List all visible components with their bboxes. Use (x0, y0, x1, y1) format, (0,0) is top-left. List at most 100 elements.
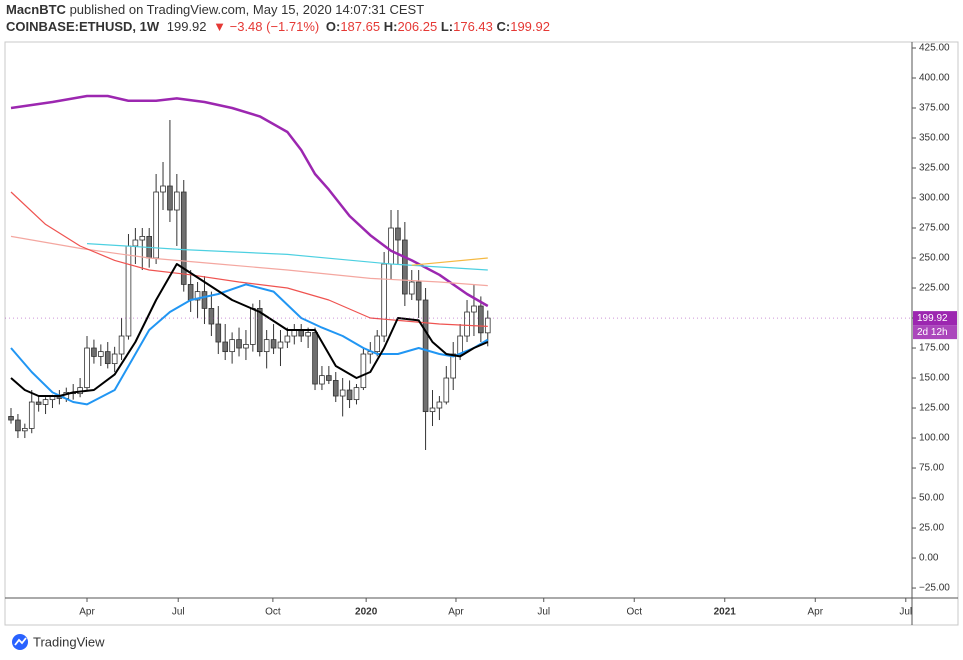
y-tick-label: 300.00 (919, 193, 950, 204)
candle-body (104, 351, 111, 365)
candle-body (250, 308, 256, 345)
candle-body (484, 317, 491, 334)
candle-body (436, 401, 443, 409)
x-tick-label: Oct (265, 607, 281, 618)
candle-body (229, 339, 235, 353)
candle-body (402, 239, 408, 295)
candle-body (201, 291, 208, 309)
x-tick-label: 2021 (714, 607, 737, 618)
candle-body (111, 353, 118, 365)
candle-body (22, 428, 28, 432)
x-tick-label: Apr (448, 607, 464, 618)
moving-average-line (10, 263, 489, 397)
ohlc-label: C: (497, 19, 511, 34)
y-tick-label: 25.00 (919, 523, 944, 534)
y-tick-label: 175.00 (919, 343, 950, 354)
candle-body (28, 401, 35, 429)
x-tick-label: Apr (807, 607, 823, 618)
candle-body (388, 227, 394, 265)
candle-body (180, 191, 187, 285)
candle-body (222, 341, 229, 353)
y-tick-label: 325.00 (919, 163, 950, 174)
candle-body (187, 284, 194, 301)
candle-body (132, 239, 139, 247)
y-tick-label: 275.00 (919, 223, 950, 234)
candle-body (277, 341, 284, 349)
frame (4, 41, 959, 626)
candle-body (339, 389, 346, 397)
candle-body (35, 401, 42, 405)
ohlc-label: O: (326, 19, 340, 34)
x-tick-label: Jul (899, 607, 912, 618)
candle-body (118, 335, 125, 355)
published: published on TradingView.com, May 15, 20… (70, 2, 425, 17)
ohlc-label: H: (384, 19, 398, 34)
candle-body (256, 308, 263, 353)
change: ▼ −3.48 (−1.71%) (213, 19, 319, 34)
x-tick-label: Oct (626, 607, 642, 618)
y-tick-label: −25.00 (919, 583, 950, 594)
candle-body (236, 339, 242, 349)
candle-body (91, 347, 97, 357)
y-tick-label: 100.00 (919, 433, 950, 444)
close-value: 199.92 (510, 19, 550, 34)
candle-body (125, 245, 132, 337)
candle-body (15, 419, 21, 432)
candle-body (422, 299, 429, 413)
candle-body (326, 375, 332, 381)
candle-body (319, 375, 325, 385)
y-tick-label: 0.00 (919, 553, 939, 564)
open-value: 187.65 (340, 19, 380, 34)
ohlc-label: L: (441, 19, 453, 34)
last-price: 199.92 (167, 19, 207, 34)
candle-body (8, 416, 14, 421)
candle-body (284, 335, 291, 343)
candle-body (353, 387, 360, 401)
candle-body (374, 335, 381, 353)
candle-body (42, 399, 49, 405)
candle-body (443, 377, 450, 403)
candle-body (346, 389, 353, 401)
y-tick-label: 400.00 (919, 73, 950, 84)
candle-body (160, 185, 166, 193)
candle-body (263, 339, 270, 353)
moving-average-line (10, 283, 489, 406)
y-tick-label: 150.00 (919, 373, 950, 384)
candle-body (194, 291, 201, 301)
y-tick-label: 125.00 (919, 403, 950, 414)
symbol-line: COINBASE:ETHUSD, 1W 199.92 ▼ −3.48 (−1.7… (6, 19, 550, 34)
y-tick-label: 250.00 (919, 253, 950, 264)
candle-body (457, 335, 463, 355)
moving-average-line (411, 257, 488, 266)
brand-logo: TradingView (12, 634, 105, 650)
candle-body (312, 332, 318, 385)
logo-glyph (14, 637, 27, 646)
candle-body (332, 380, 339, 397)
brand-name: TradingView (33, 634, 105, 649)
candle-body (243, 344, 249, 349)
candle-body (174, 191, 180, 211)
candle-body (429, 407, 436, 413)
candle-body (305, 332, 311, 337)
candle-body (360, 353, 367, 389)
candle-body (84, 347, 90, 389)
x-tick-label: Jul (172, 607, 185, 618)
moving-average-line (10, 191, 488, 327)
high-value: 206.25 (397, 19, 437, 34)
candle-body (395, 227, 401, 241)
countdown-label: 2d 12h (917, 327, 948, 338)
moving-average-line (10, 235, 488, 287)
y-tick-label: 375.00 (919, 103, 950, 114)
y-tick-label: 350.00 (919, 133, 950, 144)
x-tick-label: 2020 (355, 607, 378, 618)
candle-body (215, 323, 222, 343)
symbol: COINBASE:ETHUSD, 1W (6, 19, 160, 34)
moving-average-line (10, 94, 489, 308)
candle-body (464, 311, 470, 337)
candle-body (450, 353, 457, 379)
x-tick-label: Jul (537, 607, 550, 618)
y-tick-label: 75.00 (919, 463, 944, 474)
x-tick-label: Apr (79, 607, 95, 618)
candle-body (471, 305, 477, 313)
